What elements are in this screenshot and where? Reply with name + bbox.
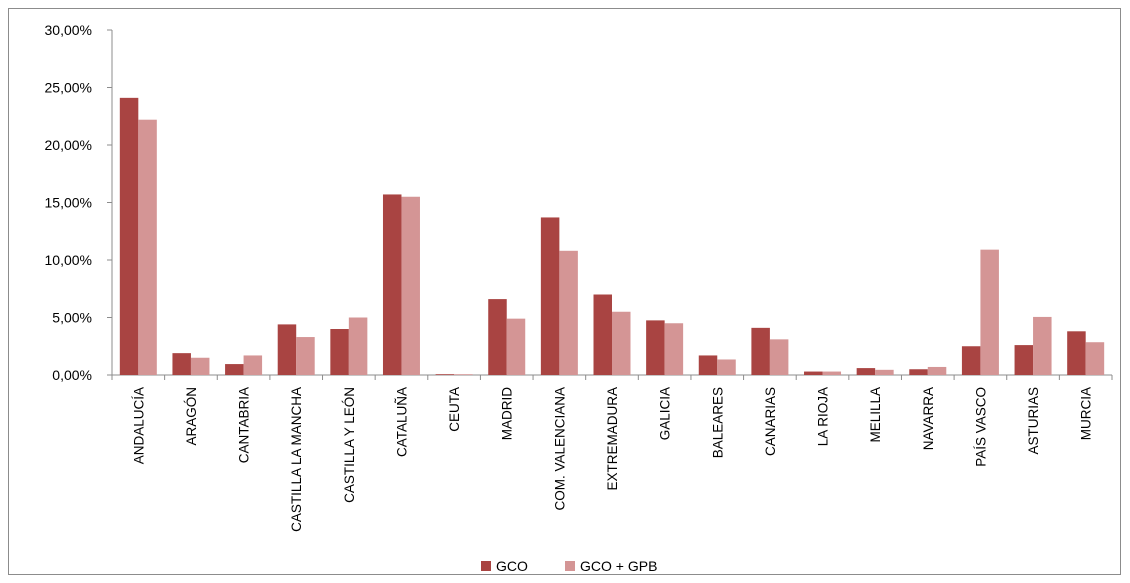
category-label: CASTILLA Y LEÓN bbox=[342, 387, 357, 503]
bar-gco bbox=[435, 374, 455, 375]
category-label: CEUTA bbox=[447, 387, 462, 432]
bar-gco-gpb bbox=[664, 323, 684, 375]
category-label: ANDALUCÍA bbox=[131, 387, 146, 464]
category-label: CANTABRIA bbox=[237, 387, 252, 463]
category-label: NAVARRA bbox=[921, 387, 936, 450]
bar-gco-gpb bbox=[296, 337, 315, 375]
bar-gco bbox=[330, 329, 349, 375]
category-label: ARAGÓN bbox=[184, 387, 199, 446]
bar-gco-gpb bbox=[348, 317, 368, 375]
bar-gco bbox=[277, 324, 297, 375]
bar-gco-gpb bbox=[243, 355, 263, 375]
bar-gco-gpb bbox=[454, 374, 473, 375]
category-label: EXTREMADURA bbox=[605, 387, 620, 491]
category-label: ASTURIAS bbox=[1026, 387, 1041, 455]
category-label: COM. VALENCIANA bbox=[552, 387, 567, 511]
y-tick-label: 15,00% bbox=[45, 195, 92, 211]
category-label: PAÍS VASCO bbox=[973, 387, 988, 467]
bar-gco bbox=[698, 355, 718, 375]
bar-gco-gpb bbox=[559, 250, 578, 375]
bar-gco bbox=[488, 299, 507, 375]
bar-gco-gpb bbox=[822, 371, 842, 375]
bar-gco bbox=[172, 353, 191, 375]
legend-label: GCO bbox=[496, 558, 528, 574]
bar-gco-gpb bbox=[980, 249, 999, 375]
category-labels: ANDALUCÍA ARAGÓN CANTABRIA CASTILLA LA MANC… bbox=[131, 387, 1093, 532]
bar-gco bbox=[1014, 345, 1034, 375]
bar-gco bbox=[540, 217, 560, 375]
bar-gco bbox=[646, 320, 665, 375]
bar-gco-gpb bbox=[769, 339, 789, 375]
category-label: CATALUÑA bbox=[394, 387, 409, 457]
category-label: CASTILLA LA MANCHA bbox=[289, 387, 304, 532]
bar-gco bbox=[1067, 331, 1086, 375]
y-tick-label: 20,00% bbox=[45, 137, 92, 153]
bar-gco bbox=[593, 294, 612, 375]
y-tick-label: 0,00% bbox=[52, 367, 92, 383]
bar-gco-gpb bbox=[506, 318, 526, 375]
category-label: MADRID bbox=[500, 387, 515, 440]
bar-gco bbox=[119, 97, 139, 375]
axes: 0,00% 5,00% 10,00% 15,00% 20,00% 25,00% 30,00% bbox=[45, 22, 1113, 383]
bar-gco bbox=[804, 371, 823, 375]
bar-gco-gpb bbox=[138, 119, 157, 375]
bar-gco bbox=[382, 194, 402, 375]
legend-swatch bbox=[481, 561, 491, 571]
bar-gco-gpb bbox=[927, 366, 947, 375]
y-tick-label: 10,00% bbox=[45, 252, 92, 268]
bars bbox=[119, 97, 1105, 375]
y-tick-label: 5,00% bbox=[52, 310, 92, 326]
category-label: LA RIOJA bbox=[816, 387, 831, 446]
bar-gco-gpb bbox=[1033, 316, 1052, 375]
bar-gco bbox=[225, 364, 244, 375]
bar-gco-gpb bbox=[190, 357, 210, 375]
bar-gco bbox=[856, 368, 876, 375]
category-label: BALEARES bbox=[710, 387, 725, 458]
bar-gco-gpb bbox=[875, 369, 894, 375]
bar-gco bbox=[751, 327, 770, 375]
category-label: MELILLA bbox=[868, 387, 883, 443]
bar-gco-gpb bbox=[1085, 342, 1105, 375]
bar-gco-gpb bbox=[612, 311, 631, 375]
y-tick-label: 25,00% bbox=[45, 80, 92, 96]
legend: GCO GCO + GPB bbox=[481, 558, 657, 574]
bar-gco-gpb bbox=[401, 196, 420, 375]
bar-gco-gpb bbox=[717, 359, 736, 375]
category-label: MURCIA bbox=[1079, 387, 1094, 440]
category-label: CANARIAS bbox=[763, 387, 778, 456]
bar-gco bbox=[909, 369, 928, 375]
bar-gco bbox=[961, 346, 981, 375]
y-tick-label: 30,00% bbox=[45, 22, 92, 38]
legend-swatch bbox=[565, 561, 575, 571]
category-label: GALICIA bbox=[658, 387, 673, 440]
legend-label: GCO + GPB bbox=[580, 558, 657, 574]
